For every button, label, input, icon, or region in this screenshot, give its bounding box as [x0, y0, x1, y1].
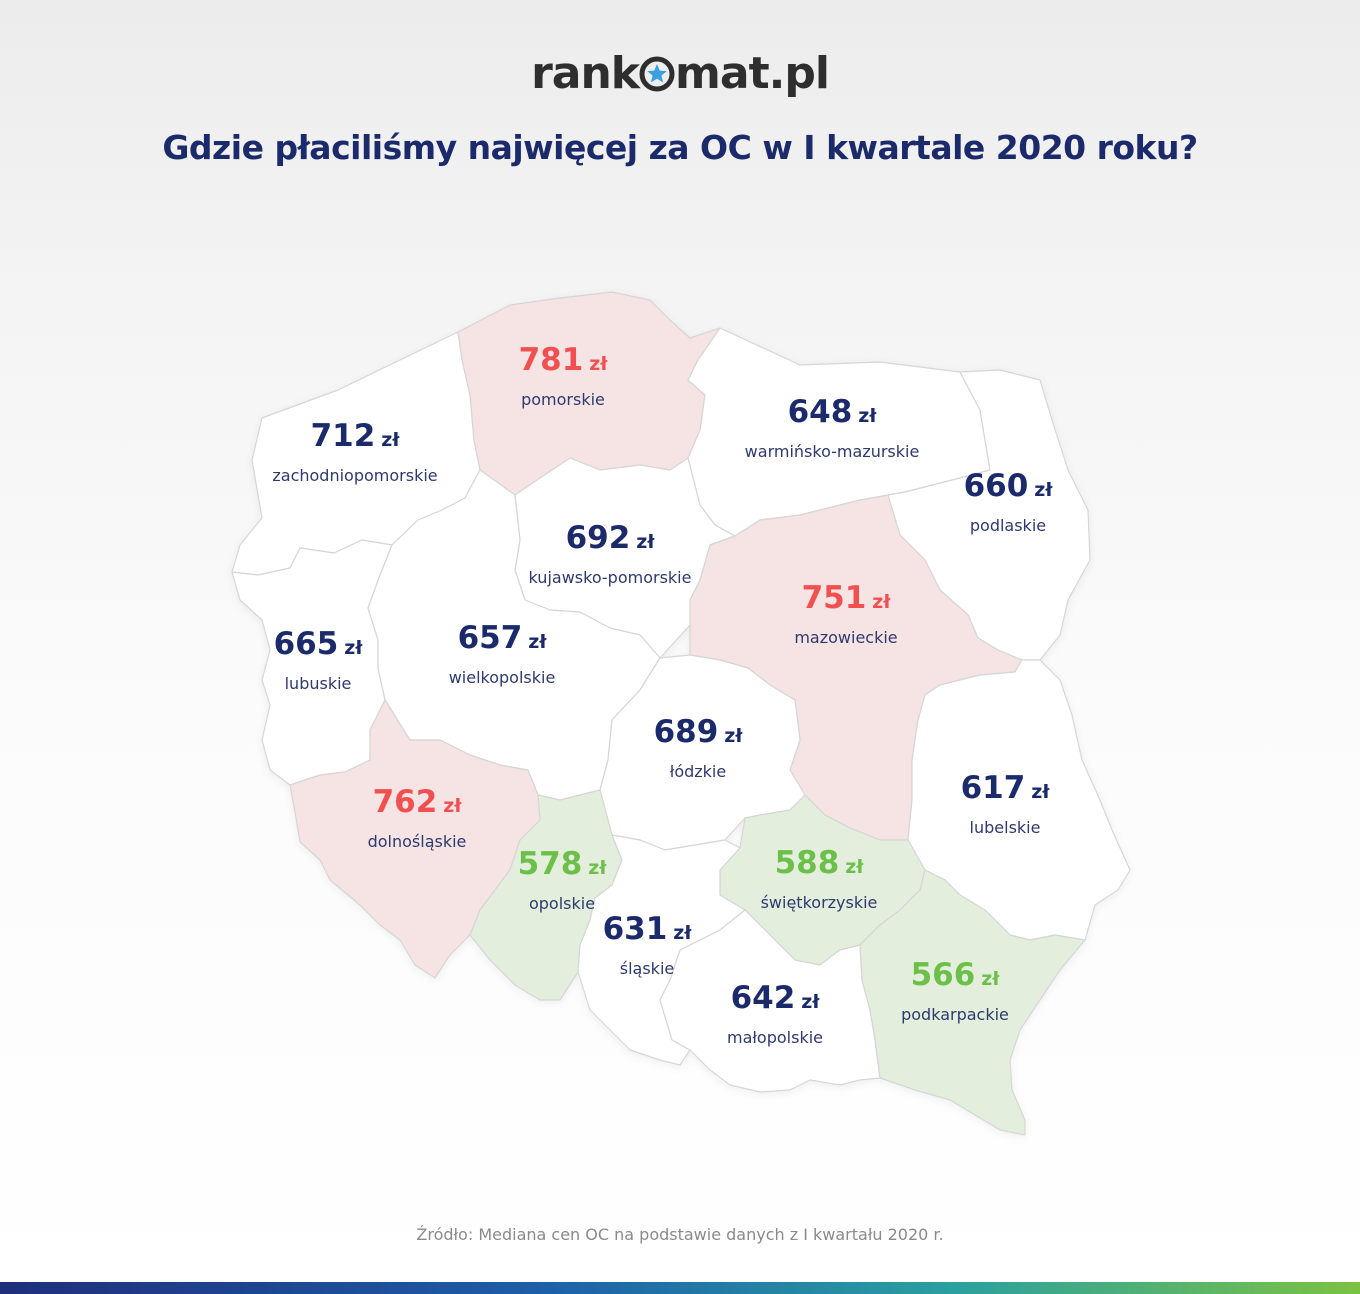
- label-podlaskie: 660 zł podlaskie: [964, 468, 1053, 535]
- price-opolskie: 578 zł: [517, 846, 607, 882]
- footer-gradient-bar: [0, 1282, 1360, 1294]
- price-pomorskie: 781 zł: [518, 342, 608, 378]
- name-lubelskie: lubelskie: [969, 818, 1041, 837]
- name-malopolskie: małopolskie: [726, 1028, 824, 1047]
- label-opolskie: 578 zł opolskie: [518, 846, 607, 913]
- name-pomorskie: pomorskie: [521, 390, 605, 409]
- region-malopolskie: [659, 909, 881, 1093]
- label-lubelskie: 617 zł lubelskie: [961, 770, 1050, 837]
- name-swietokrzyskie: świętkorzyskie: [760, 893, 878, 912]
- name-slaskie: śląskie: [619, 959, 675, 978]
- price-zachodniopomorskie: 712 zł: [310, 418, 400, 454]
- name-lubuskie: lubuskie: [284, 674, 352, 693]
- name-dolnoslaskie: dolnośląskie: [367, 832, 467, 851]
- page-title: Gdzie płaciliśmy najwięcej za OC w I kwa…: [162, 128, 1198, 167]
- name-wielkopolskie: wielkopolskie: [448, 668, 556, 687]
- price-warminsko-mazurskie: 648 zł: [787, 394, 877, 430]
- label-zachodniopomorskie: 712 zł zachodniopomorskie: [272, 418, 437, 485]
- name-warminsko-mazurskie: warmińsko-mazurskie: [744, 442, 920, 461]
- logo-text-left: rank: [531, 48, 640, 99]
- label-kujawsko-pomorskie: 692 zł kujawsko-pomorskie: [529, 520, 692, 587]
- price-malopolskie: 642 zł: [730, 980, 820, 1016]
- rankomat-logo: rank mat.pl: [0, 48, 1360, 99]
- source-note: Źródło: Mediana cen OC na podstawie dany…: [416, 1225, 944, 1244]
- price-lubuskie: 665 zł: [273, 626, 363, 662]
- name-mazowieckie: mazowieckie: [794, 628, 898, 647]
- star-icon: [639, 56, 675, 92]
- label-lubuskie: 665 zł lubuskie: [274, 626, 363, 693]
- label-lodzkie: 689 zł łódzkie: [654, 714, 743, 781]
- label-slaskie: 631 zł śląskie: [603, 911, 692, 978]
- name-podlaskie: podlaskie: [969, 516, 1047, 535]
- price-podlaskie: 660 zł: [963, 468, 1053, 504]
- price-lubelskie: 617 zł: [960, 770, 1050, 806]
- label-podkarpackie: 566 zł podkarpackie: [901, 957, 1009, 1024]
- label-wielkopolskie: 657 zł wielkopolskie: [449, 620, 556, 687]
- price-podkarpackie: 566 zł: [910, 957, 1000, 993]
- name-opolskie: opolskie: [528, 894, 596, 913]
- label-swietokrzyskie: 588 zł świętkorzyskie: [761, 845, 878, 912]
- price-wielkopolskie: 657 zł: [457, 620, 547, 656]
- price-slaskie: 631 zł: [602, 911, 692, 947]
- price-mazowieckie: 751 zł: [801, 580, 891, 616]
- name-kujawsko-pomorskie: kujawsko-pomorskie: [528, 568, 692, 587]
- label-pomorskie: 781 zł pomorskie: [519, 342, 608, 409]
- price-dolnoslaskie: 762 zł: [372, 784, 462, 820]
- label-warminsko-mazurskie: 648 zł warmińsko-mazurskie: [745, 394, 920, 461]
- label-mazowieckie: 751 zł mazowieckie: [794, 580, 897, 647]
- logo-text-right: mat.pl: [675, 48, 830, 99]
- label-dolnoslaskie: 762 zł dolnośląskie: [368, 784, 467, 851]
- price-kujawsko-pomorskie: 692 zł: [565, 520, 655, 556]
- name-podkarpackie: podkarpackie: [901, 1005, 1009, 1024]
- name-zachodniopomorskie: zachodniopomorskie: [272, 466, 438, 485]
- label-malopolskie: 642 zł małopolskie: [727, 980, 823, 1047]
- price-lodzkie: 689 zł: [653, 714, 743, 750]
- region-podkarpackie: [859, 869, 1086, 1136]
- price-swietokrzyskie: 588 zł: [774, 845, 864, 881]
- name-lodzkie: łódzkie: [669, 762, 727, 781]
